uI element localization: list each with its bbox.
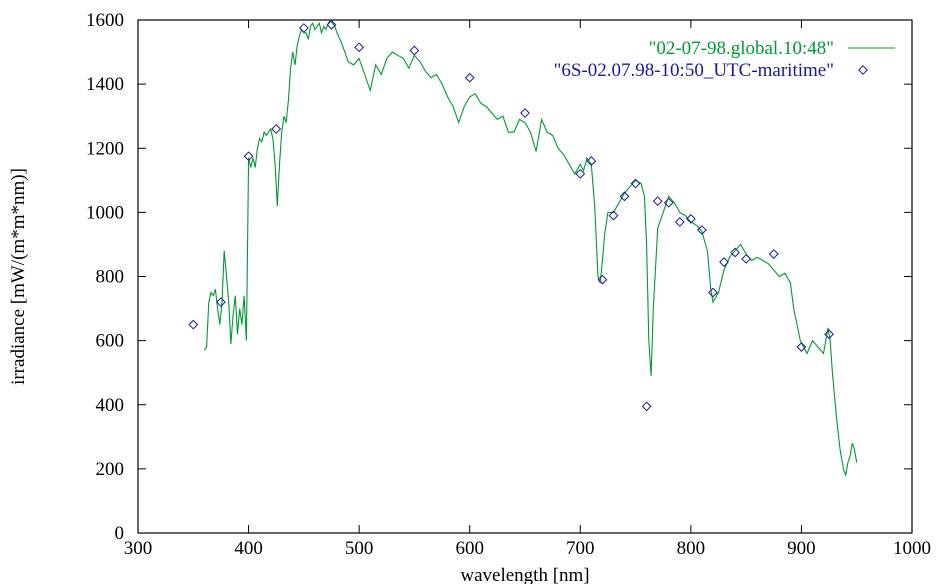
data-point-model bbox=[697, 225, 707, 235]
y-tick-label: 1600 bbox=[86, 10, 124, 31]
y-axis-ticks: 0 200 400 600 800 1000 1200 1400 1600 bbox=[86, 10, 912, 544]
data-point-model bbox=[326, 19, 337, 30]
legend-entry-label: "02-07-98.global.10:48" bbox=[649, 38, 834, 59]
y-tick-label: 1000 bbox=[86, 202, 124, 223]
y-tick-label: 600 bbox=[96, 331, 125, 352]
y-tick-label: 1400 bbox=[86, 74, 124, 95]
plot-frame bbox=[137, 19, 913, 534]
x-tick-label: 500 bbox=[345, 538, 374, 559]
data-point-model bbox=[652, 196, 663, 207]
data-point-model bbox=[641, 401, 652, 412]
x-axis-ticks: 300 400 500 600 700 800 900 1000 bbox=[124, 20, 931, 559]
legend-entry-label: "6S-02.07.98-10:50_UTC-maritime" bbox=[554, 60, 834, 81]
data-point-model bbox=[409, 45, 420, 56]
data-point-model bbox=[619, 191, 630, 202]
data-point-model bbox=[768, 249, 779, 259]
y-tick-label: 1200 bbox=[86, 138, 124, 159]
plot-area-border bbox=[137, 19, 913, 534]
legend-swatch-point bbox=[858, 65, 868, 75]
series-line-measured bbox=[203, 19, 858, 478]
data-point-model bbox=[243, 151, 254, 162]
x-tick-label: 300 bbox=[124, 538, 153, 559]
data-point-model bbox=[575, 168, 586, 179]
data-point-model bbox=[630, 178, 641, 189]
data-point-model bbox=[354, 42, 365, 53]
data-point-model bbox=[824, 329, 834, 340]
data-point-model bbox=[796, 342, 807, 352]
data-point-model bbox=[464, 72, 475, 83]
y-tick-label: 400 bbox=[96, 395, 125, 416]
x-tick-label: 600 bbox=[455, 538, 484, 559]
y-tick-label: 200 bbox=[96, 459, 125, 480]
x-axis-label: wavelength [nm] bbox=[460, 565, 589, 584]
data-point-model bbox=[597, 274, 608, 285]
data-point-model bbox=[188, 319, 199, 330]
data-point-model bbox=[586, 156, 597, 166]
x-tick-label: 1000 bbox=[893, 538, 931, 559]
data-point-model bbox=[216, 297, 226, 308]
y-tick-label: 800 bbox=[96, 267, 125, 288]
legend: "02-07-98.global.10:48""6S-02.07.98-10:5… bbox=[554, 38, 895, 81]
data-point-model bbox=[520, 108, 530, 118]
data-point-model bbox=[663, 197, 674, 208]
x-tick-label: 800 bbox=[677, 538, 706, 559]
x-tick-label: 700 bbox=[566, 538, 595, 559]
data-point-model bbox=[608, 210, 619, 221]
data-point-model bbox=[708, 287, 718, 298]
data-point-model bbox=[271, 124, 282, 134]
series-layer bbox=[188, 19, 858, 478]
data-point-model bbox=[741, 253, 752, 264]
y-tick-label: 0 bbox=[115, 523, 125, 544]
data-point-model bbox=[298, 23, 309, 33]
y-axis-label: irradiance [mW/(m*m*nm)] bbox=[8, 168, 29, 385]
data-point-model bbox=[730, 247, 740, 258]
data-point-model bbox=[685, 213, 696, 224]
data-point-model bbox=[674, 217, 685, 227]
data-point-model bbox=[719, 257, 729, 267]
x-tick-label: 400 bbox=[234, 538, 263, 559]
x-tick-label: 900 bbox=[787, 538, 816, 559]
